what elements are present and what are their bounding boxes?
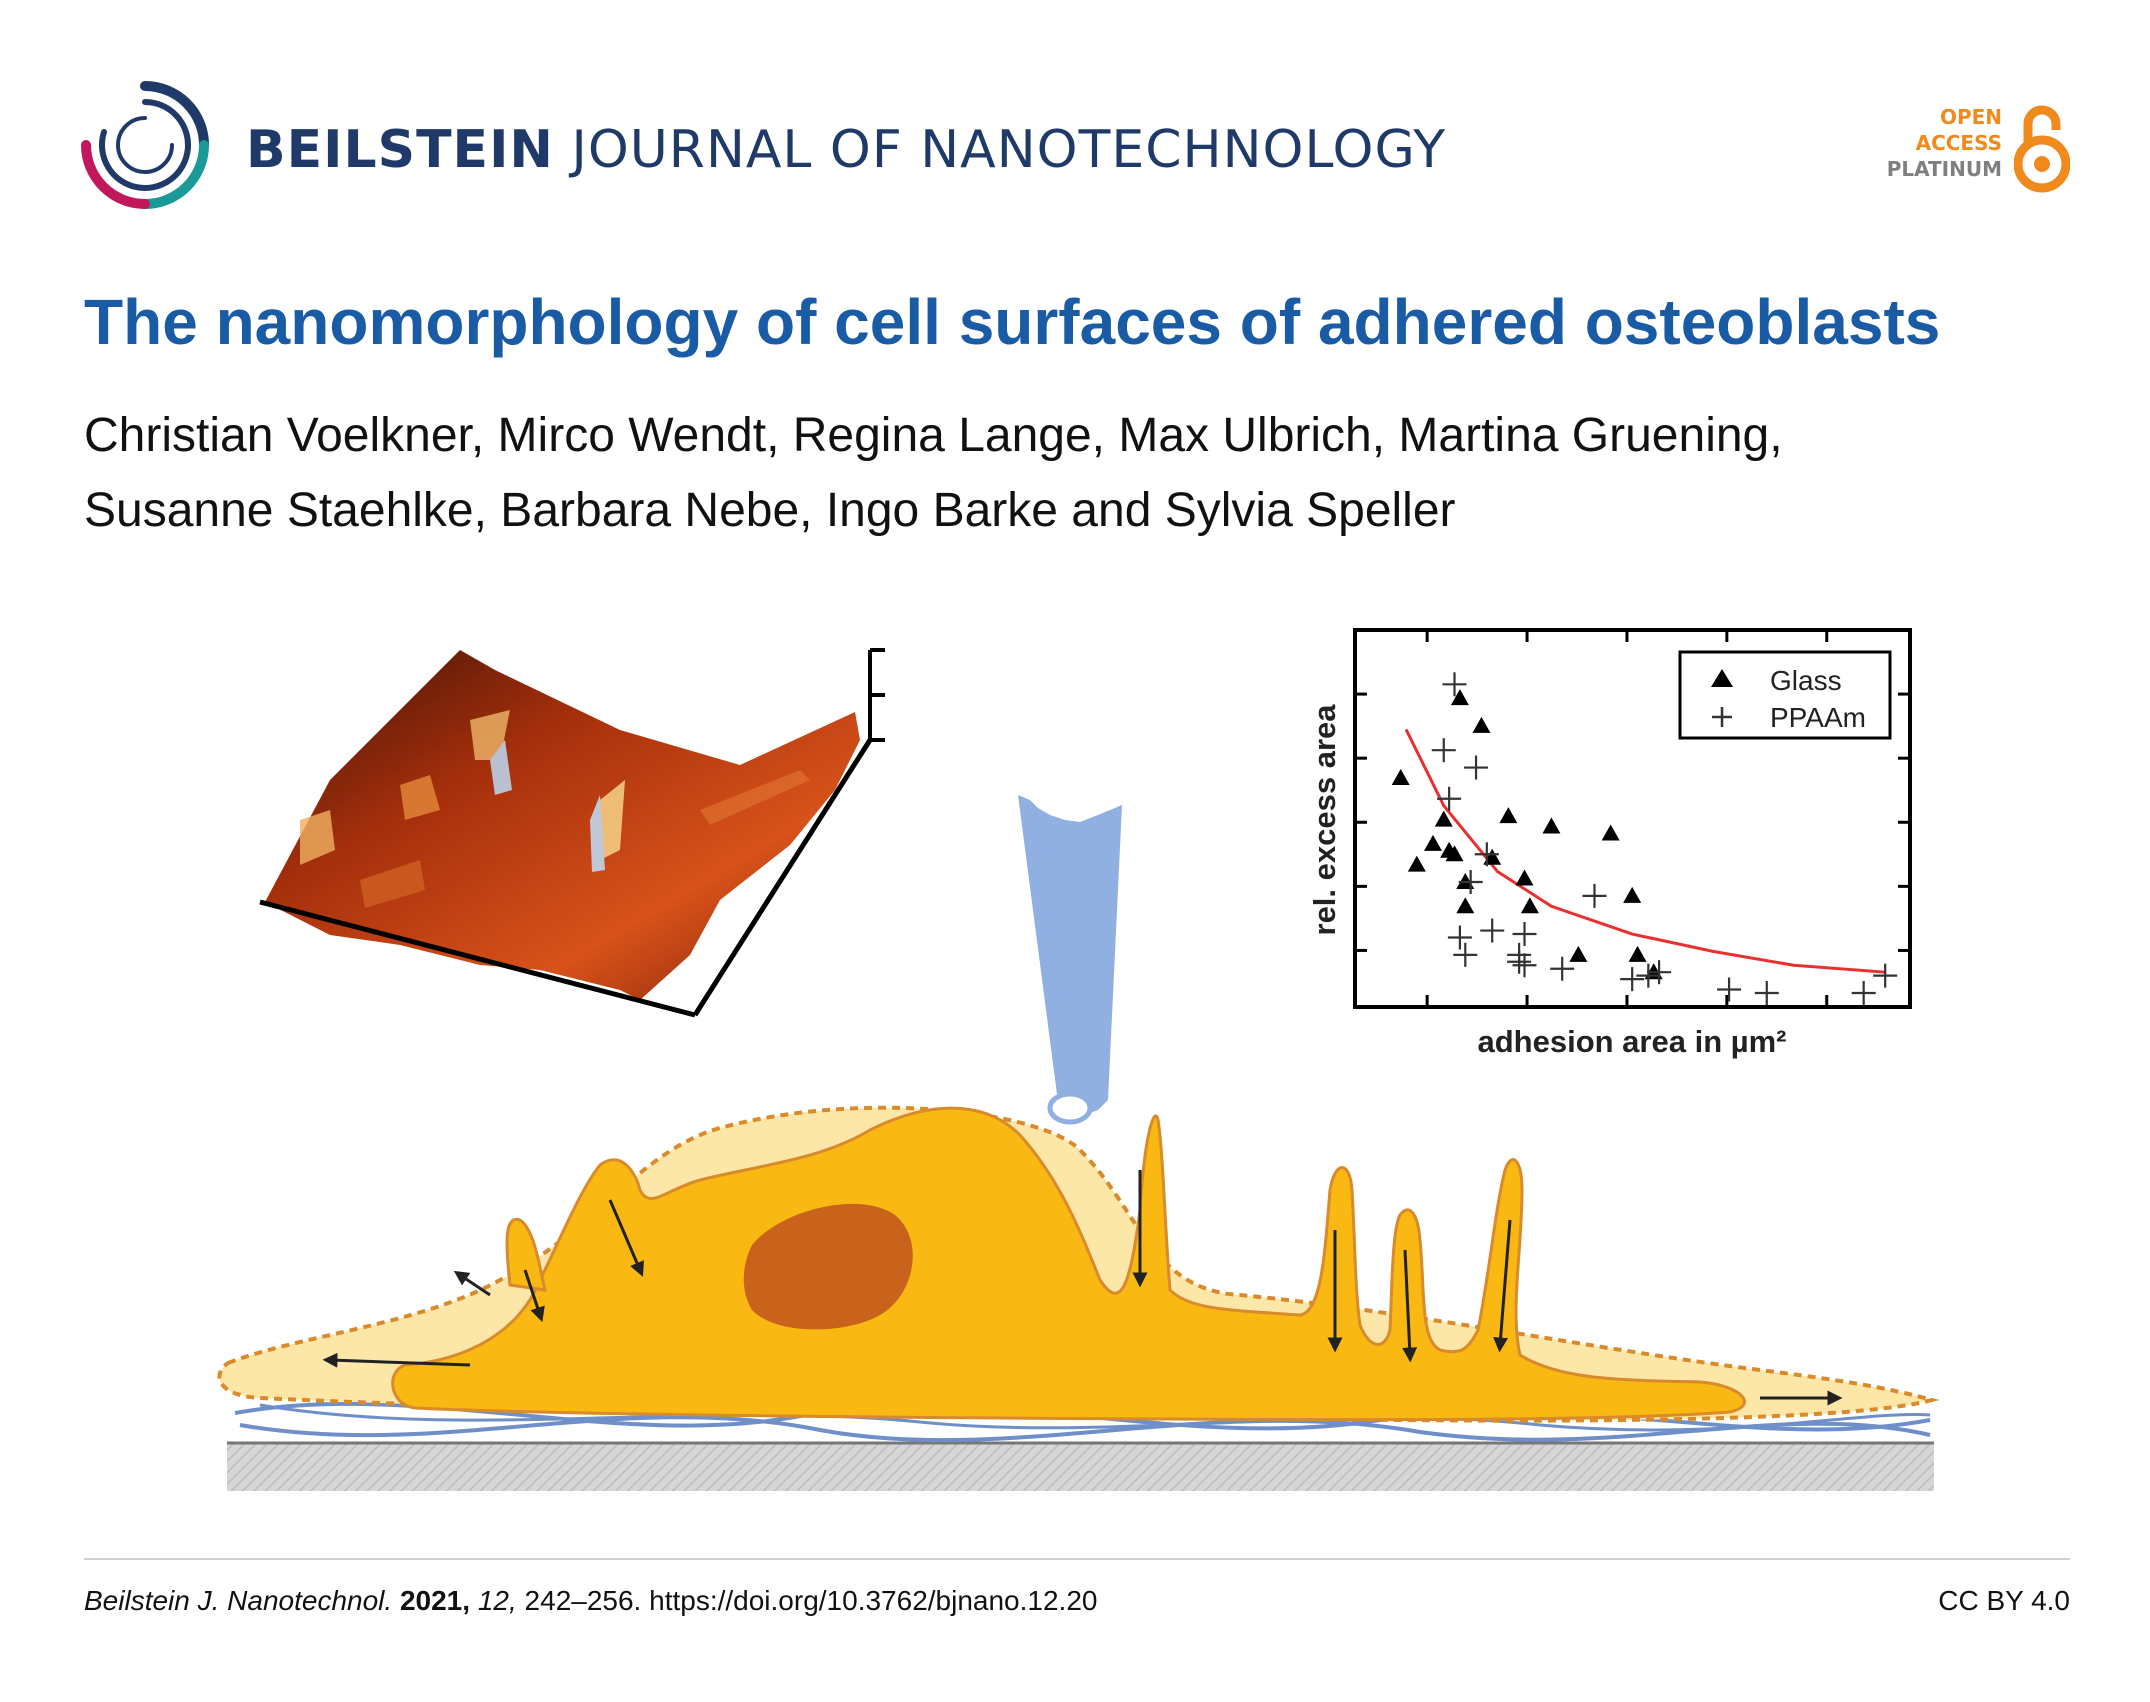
ppaam-point-15	[1620, 967, 1645, 992]
authors-line-1: Christian Voelkner, Mirco Wendt, Regina …	[84, 409, 1783, 462]
fit-curve-line	[1404, 728, 1886, 974]
glass-point-16	[1623, 886, 1642, 903]
ppaam-point-3	[1437, 786, 1462, 811]
ppaam-point-19	[1754, 981, 1779, 1005]
ppaam-point-8	[1512, 922, 1537, 947]
ppaam-point-4	[1474, 842, 1499, 867]
journal-name-rest: JOURNAL OF NANOTECHNOLOGY	[571, 120, 1446, 180]
ppaam-point-14	[1507, 949, 1532, 974]
glass-point-14	[1569, 945, 1588, 962]
open-access-line2: ACCESS	[1915, 131, 2002, 155]
open-access-text: OPEN ACCESS PLATINUM	[1887, 104, 2002, 182]
citation-year: 2021,	[399, 1585, 471, 1616]
data-points	[1391, 672, 1898, 1005]
ppaam-point-9	[1453, 942, 1478, 967]
article-authors: Christian Voelkner, Mirco Wendt, Regina …	[84, 398, 2044, 548]
ppaam-point-6	[1480, 918, 1505, 943]
glass-point-11	[1515, 869, 1534, 886]
glass-point-15	[1601, 824, 1620, 841]
footer-divider	[84, 1558, 2070, 1560]
graphical-abstract: rel. excess area adhesion area in µm² Gl…	[217, 628, 1940, 1491]
ppaam-point-17	[1647, 960, 1672, 985]
glass-point-10	[1499, 807, 1518, 824]
legend-glass-marker	[1711, 669, 1733, 687]
citation-doi-link[interactable]: https://doi.org/10.3762/bjnano.12.20	[649, 1585, 1098, 1616]
ppaam-point-2	[1464, 755, 1489, 780]
open-access-line1: OPEN	[1939, 105, 2002, 129]
authors-line-2: Susanne Staehlke, Barbara Nebe, Ingo Bar…	[84, 484, 1456, 537]
journal-logo-icon	[81, 81, 209, 209]
glass-point-6	[1440, 841, 1459, 858]
open-access-line3: PLATINUM	[1886, 157, 2002, 181]
ppaam-point-11	[1512, 953, 1537, 978]
probe-tip	[1018, 795, 1122, 1125]
glass-point-13	[1542, 817, 1561, 834]
legend-glass-label: Glass	[1770, 665, 1842, 696]
legend-ppaam-marker	[1712, 707, 1732, 727]
y-axis-ticks	[1355, 692, 1910, 952]
citation-pages: 242–256.	[524, 1585, 642, 1616]
glass-point-8	[1456, 897, 1475, 914]
journal-header: BEILSTEIN JOURNAL OF NANOTECHNOLOGY OPEN…	[80, 80, 2070, 220]
citation-volume: 12,	[477, 1585, 517, 1616]
afm-topography-image	[259, 648, 885, 1018]
ppaam-point-1	[1431, 738, 1456, 763]
chart-legend: Glass PPAAm	[1678, 650, 1892, 740]
glass-point-0	[1391, 768, 1410, 785]
ppaam-point-12	[1550, 956, 1575, 981]
open-access-badge: OPEN ACCESS PLATINUM	[1870, 100, 2070, 200]
citation: Beilstein J. Nanotechnol. 2021, 12, 242–…	[84, 1585, 1097, 1617]
ppaam-point-18	[1717, 977, 1742, 1002]
journal-name: BEILSTEIN JOURNAL OF NANOTECHNOLOGY	[246, 120, 1446, 180]
citation-journal: Beilstein J. Nanotechnol.	[84, 1585, 393, 1616]
osteoblast-cell-diagram	[217, 1105, 1940, 1491]
ppaam-point-0	[1442, 672, 1467, 697]
license-text: CC BY 4.0	[1938, 1585, 2070, 1616]
ppaam-point-16	[1636, 963, 1661, 988]
ppaam-point-13	[1582, 883, 1607, 908]
scatter-chart: rel. excess area adhesion area in µm² Gl…	[1307, 628, 1912, 1059]
glass-point-2	[1434, 810, 1453, 827]
ppaam-point-5	[1458, 870, 1483, 895]
ppaam-point-7	[1447, 925, 1472, 950]
x-axis-ticks	[1425, 630, 1829, 1007]
ppaam-point-20	[1851, 981, 1876, 1005]
journal-name-bold: BEILSTEIN	[246, 120, 554, 180]
open-access-lock-icon	[2014, 105, 2070, 193]
glass-point-19	[1423, 834, 1442, 851]
glass-point-1	[1407, 855, 1426, 872]
glass-point-12	[1520, 897, 1539, 914]
chart-x-label: adhesion area in µm²	[1477, 1024, 1786, 1059]
glass-point-17	[1628, 945, 1647, 962]
chart-y-label: rel. excess area	[1307, 704, 1342, 936]
legend-ppaam-label: PPAAm	[1770, 702, 1866, 733]
article-title: The nanomorphology of cell surfaces of a…	[84, 286, 1941, 358]
ppaam-point-21	[1873, 963, 1898, 988]
fit-curve	[1404, 728, 1886, 974]
glass-point-5	[1472, 716, 1491, 733]
glass-point-4	[1450, 689, 1469, 706]
